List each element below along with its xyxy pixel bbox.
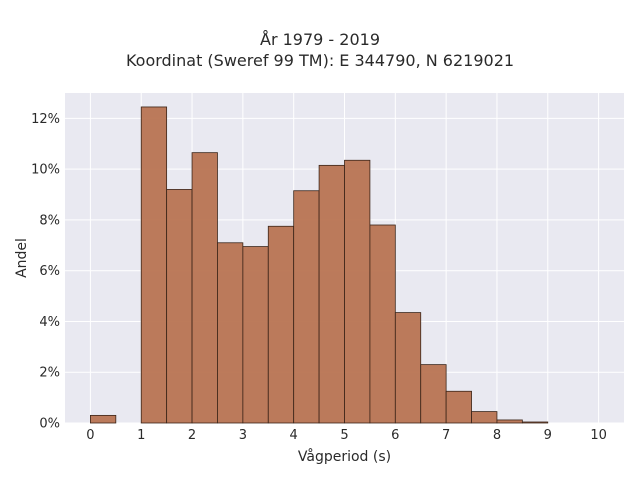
x-tick-label: 2 (188, 428, 196, 443)
histogram-bar (318, 164, 345, 424)
x-tick-label: 10 (590, 428, 607, 443)
y-axis-label: Andel (14, 238, 30, 278)
histogram-bar (394, 312, 422, 424)
y-tick-label: 12% (31, 112, 60, 127)
histogram-bar (496, 419, 523, 424)
histogram-bar (217, 242, 244, 424)
histogram-bar (344, 159, 371, 424)
x-tick-label: 9 (544, 428, 552, 443)
histogram-bar (420, 364, 447, 424)
x-tick-label: 4 (290, 428, 298, 443)
bars (90, 106, 549, 424)
histogram-bar (369, 224, 396, 424)
x-tick-label: 8 (493, 428, 501, 443)
histogram-bar (471, 411, 498, 424)
histogram-bar (521, 421, 549, 424)
y-tick-label: 4% (39, 315, 60, 330)
y-tick-label: 6% (39, 264, 60, 279)
histogram-bar (267, 225, 295, 424)
histogram-bar (445, 390, 472, 424)
histogram-bar (191, 152, 218, 424)
y-tick-label: 10% (31, 163, 60, 178)
x-axis-ticks: 0 1 2 3 4 5 6 7 8 9 10 (86, 428, 607, 443)
histogram-bar (242, 246, 269, 424)
histogram-bar (140, 106, 168, 424)
x-axis-label: Vågperiod (s) (298, 448, 391, 465)
chart-subtitle: Koordinat (Sweref 99 TM): E 344790, N 62… (125, 51, 515, 70)
y-tick-label: 0% (39, 417, 60, 432)
histogram-bar (166, 189, 193, 424)
x-tick-label: 3 (239, 428, 247, 443)
y-axis-ticks: 0% 2% 4% 6% 8% 10% 12% (31, 112, 60, 432)
x-tick-label: 1 (137, 428, 145, 443)
y-tick-label: 8% (39, 213, 60, 228)
histogram-bar (293, 190, 320, 424)
histogram-bar (90, 414, 117, 424)
y-tick-label: 2% (39, 366, 60, 381)
x-tick-label: 5 (340, 428, 348, 443)
x-tick-label: 7 (442, 428, 450, 443)
x-tick-label: 0 (86, 428, 94, 443)
chart-title: År 1979 - 2019 (260, 30, 380, 49)
x-tick-label: 6 (391, 428, 399, 443)
